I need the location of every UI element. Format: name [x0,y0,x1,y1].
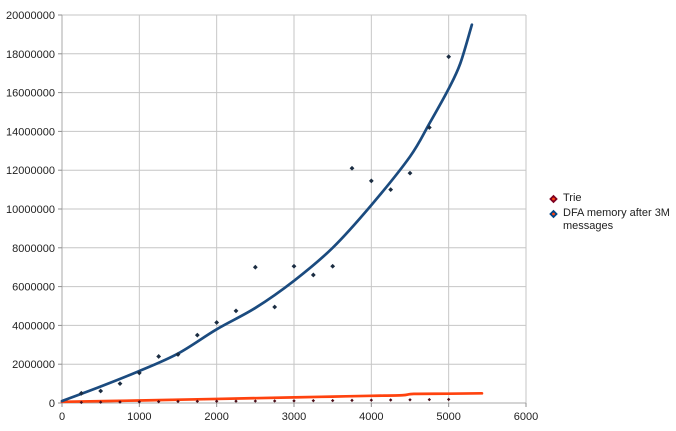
dfa-data-point [426,125,432,130]
y-axis-tick-label: 18000000 [6,49,55,61]
dfa-trend-curve [60,23,474,403]
y-axis-tick-label: 2000000 [12,359,55,371]
dfa-data-point [330,263,336,269]
trie-data-point [195,399,200,404]
x-axis-tick-label: 1000 [127,411,151,423]
trie-data-point [427,397,432,402]
legend-label-trie: Trie [563,192,582,204]
x-axis-tick-label: 2000 [204,411,228,423]
dfa-data-point [117,381,123,386]
trie-data-point [234,399,238,403]
dfa-data-point [291,263,297,269]
dfa-data-point [194,332,200,338]
trie-data-point [272,399,277,403]
legend-marker-center-dot [552,212,555,216]
dfa-data-point [214,320,220,325]
y-axis-tick-label: 4000000 [12,320,55,332]
trie-data-point [98,400,103,404]
dfa-data-point [407,170,413,176]
x-axis-tick-label: 0 [59,411,65,423]
trie-data-point [446,397,451,402]
chart-legend: Trie DFA memory after 3M messages [548,192,675,233]
dfa-data-point [388,187,394,192]
trie-data-point [369,398,374,402]
trie-data-point [292,399,296,403]
trie-data-point [350,398,354,403]
legend-marker-center-dot [552,197,555,201]
dfa-data-point [98,388,104,394]
dfa-data-point [368,178,374,184]
y-axis-tick-label: 20000000 [6,10,55,22]
trie-data-point [408,398,412,402]
trie-data-point [311,398,316,403]
dfa-data-point [272,304,278,310]
y-axis-tick-label: 16000000 [6,88,55,100]
trie-data-point [388,398,393,402]
dfa-data-point [233,308,239,314]
trie-data-point [330,398,335,403]
legend-item-trie: Trie [548,192,675,205]
dfa-data-point [349,165,355,171]
legend-label-dfa: DFA memory after 3M messages [563,207,670,232]
dfa-data-point [310,272,316,278]
y-axis-tick-label: 6000000 [12,282,55,294]
dfa-data-point [446,54,452,60]
y-axis-tick-label: 10000000 [6,204,55,216]
x-axis-tick-label: 6000 [514,411,538,423]
trie-data-point [118,400,122,404]
trie-data-point [137,400,142,404]
trie-data-point [214,399,219,403]
dfa-data-point [175,352,181,357]
x-axis-tick-label: 3000 [282,411,306,423]
dfa-diamond-icon [549,209,558,219]
legend-item-dfa: DFA memory after 3M messages [548,207,675,233]
y-axis-tick-label: 14000000 [6,126,55,138]
x-axis-tick-label: 4000 [359,411,383,423]
trie-data-point [253,399,258,403]
dfa-data-point [156,354,162,359]
trie-data-point [79,400,84,405]
y-axis-tick-label: 0 [49,398,55,410]
trie-data-point [176,399,180,404]
dfa-data-point [252,264,258,270]
trie-trend-line [60,391,484,404]
dfa-data-point [136,370,142,376]
trie-data-point [156,399,161,404]
x-axis-tick-label: 5000 [436,411,460,423]
y-axis-tick-label: 8000000 [12,243,55,255]
dfa-data-point [78,390,84,396]
trie-diamond-icon [549,194,558,204]
y-axis-tick-label: 12000000 [6,165,55,177]
